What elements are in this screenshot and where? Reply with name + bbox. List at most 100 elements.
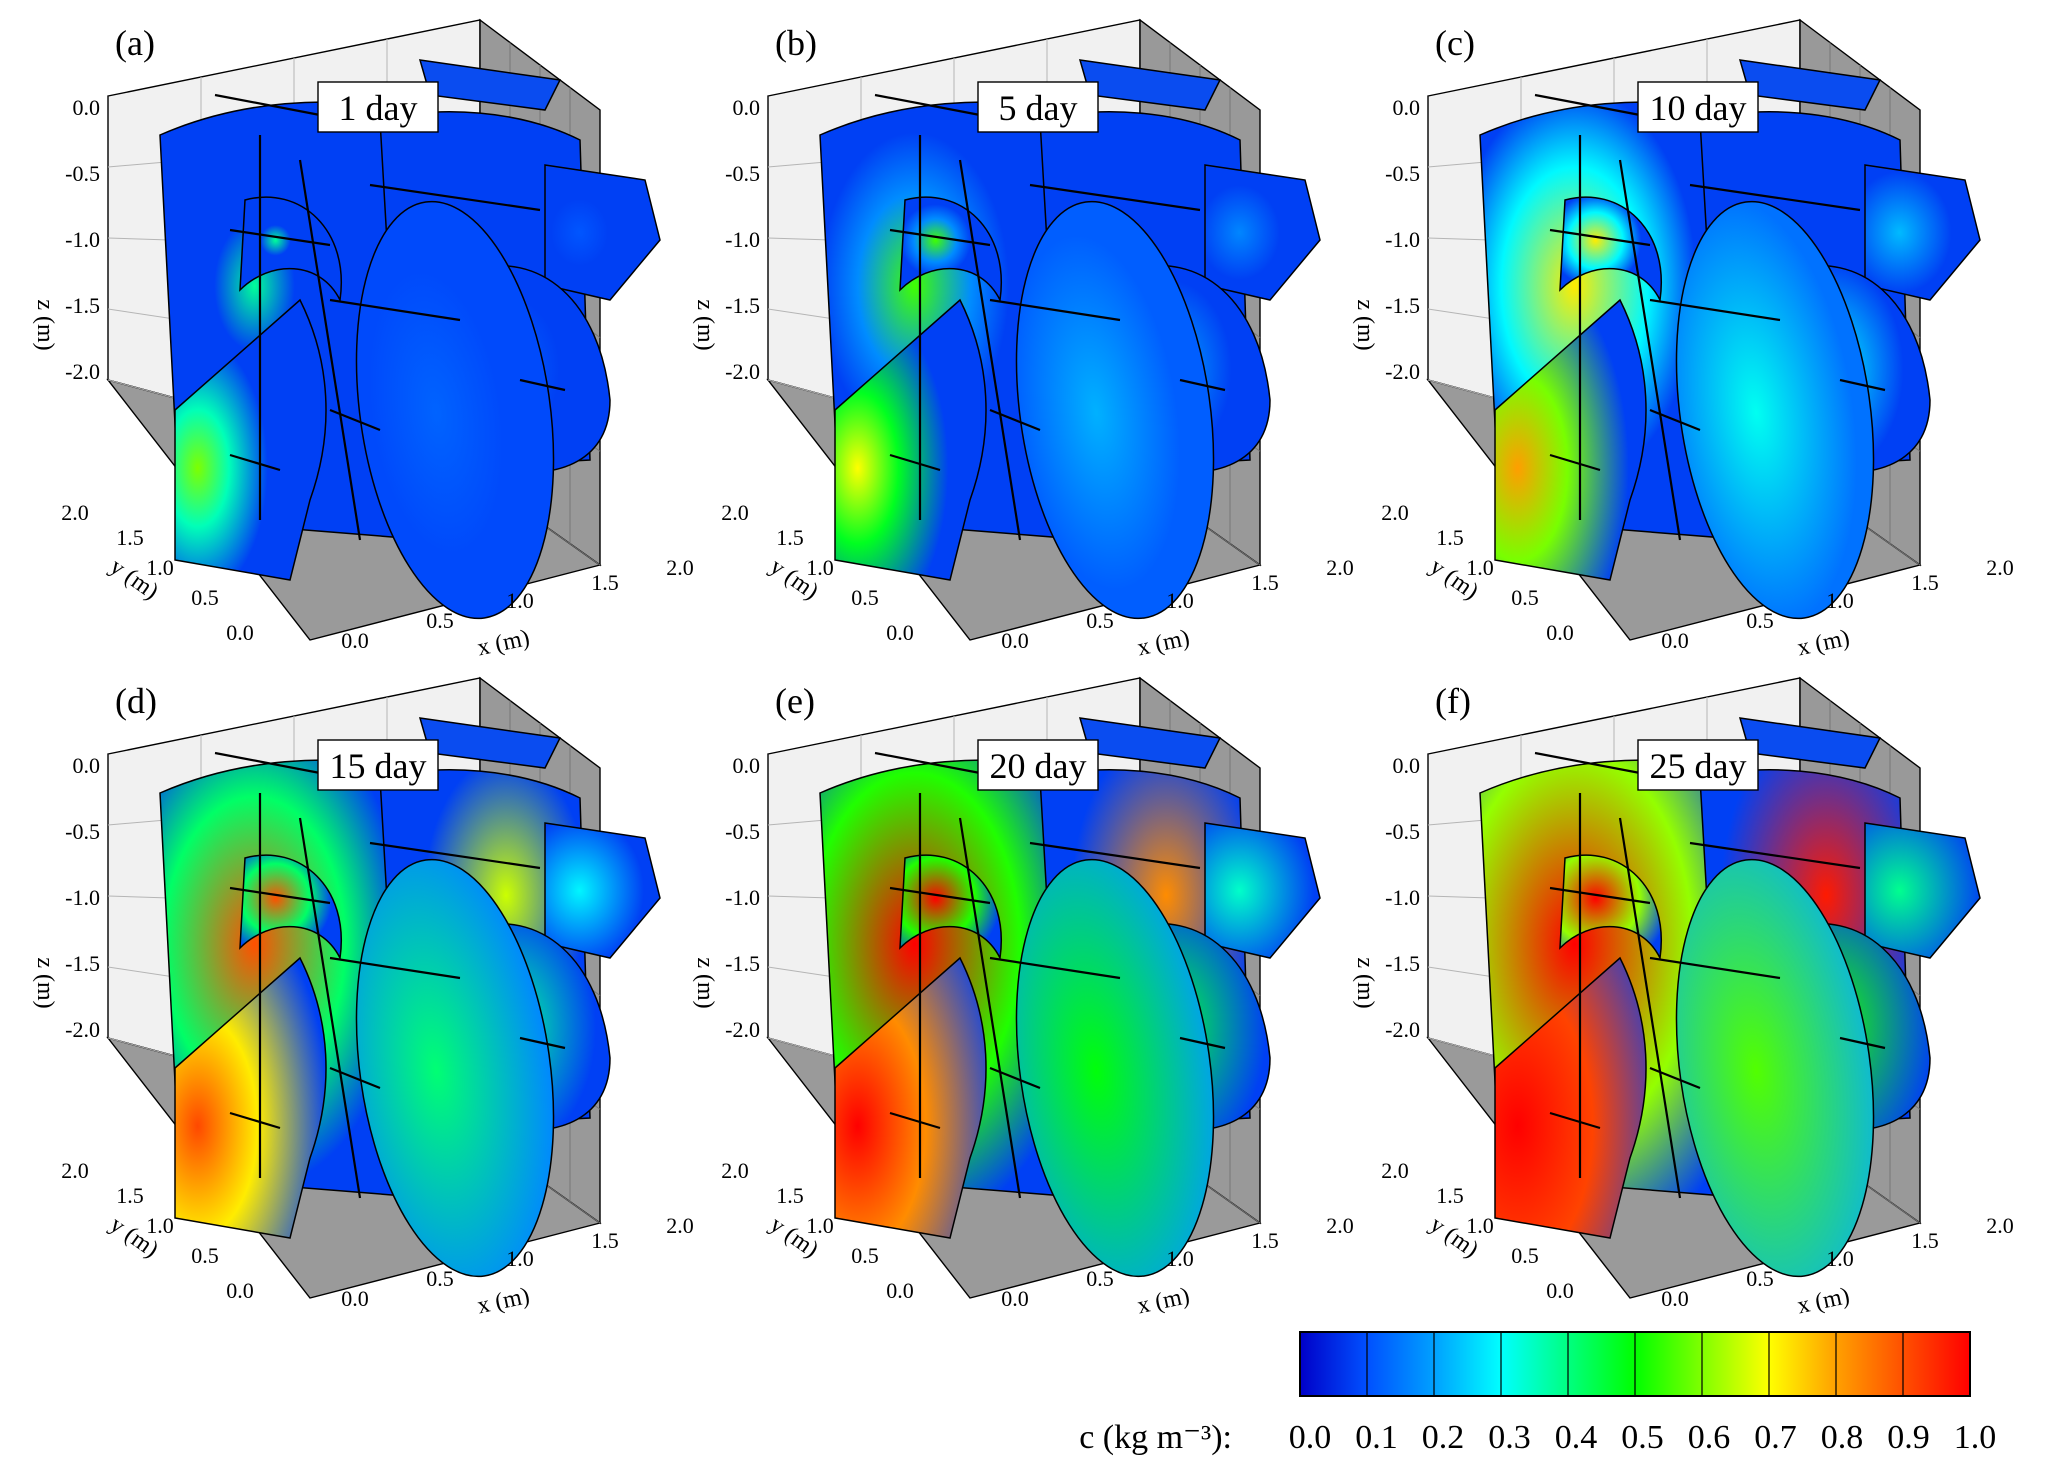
x-tick-label: 2.0 — [666, 555, 694, 580]
fracture-trace — [1649, 1066, 1701, 1090]
time-label-box — [977, 81, 1099, 133]
fracture-trace — [519, 1036, 566, 1050]
fracture-trace — [229, 453, 281, 472]
colorbar: 0.0 0.1 0.2 0.3 0.4 0.5 0.6 0.7 0.8 0.9 1.0 c (kg m… — [1079, 1331, 1996, 1456]
y-tick-label: 0.5 — [1511, 1243, 1539, 1268]
panel-letter: (c) — [1435, 23, 1475, 63]
z-axis-title: z (m) — [1352, 299, 1378, 350]
fracture-plane — [239, 854, 342, 961]
colorbar-tick-label: 0.9 — [1887, 1419, 1930, 1456]
panel-c: 0.0-0.5-1.0-1.5-2.0z (m)2.01.51.00.50.0y… — [1352, 18, 2014, 661]
y-tick-label: 2.0 — [721, 500, 749, 525]
y-tick-label: 1.0 — [1466, 555, 1494, 580]
colorbar-tick-label: 0.0 — [1289, 1419, 1332, 1456]
x-axis-title: x (m) — [1795, 1283, 1852, 1319]
fracture-trace — [1029, 841, 1201, 870]
x-tick-label: 0.5 — [1086, 1266, 1114, 1291]
fracture-plane — [1559, 854, 1662, 961]
z-tick-label: -0.5 — [65, 161, 100, 186]
y-tick-label: 0.5 — [191, 585, 219, 610]
time-label-box — [317, 81, 439, 133]
panel-letter: (f) — [1435, 681, 1471, 721]
y-tick-label: 2.0 — [1381, 1158, 1409, 1183]
fracture-trace — [1029, 183, 1201, 212]
x-tick-label: 1.5 — [591, 1228, 619, 1253]
z-tick-label: -1.5 — [725, 293, 760, 318]
y-tick-label: 0.0 — [886, 1278, 914, 1303]
x-axis-title: x (m) — [1135, 625, 1192, 661]
x-axis-title: x (m) — [475, 625, 532, 661]
y-tick-label: 0.0 — [1546, 1278, 1574, 1303]
fracture-trace — [874, 93, 981, 117]
x-tick-label: 2.0 — [1326, 555, 1354, 580]
z-tick-label: -2.0 — [725, 1017, 760, 1042]
y-tick-label: 0.5 — [191, 1243, 219, 1268]
z-tick-label: -0.5 — [1385, 161, 1420, 186]
y-tick-label: 0.0 — [226, 1278, 254, 1303]
colorbar-tick-label: 0.1 — [1355, 1419, 1398, 1456]
fracture-trace — [1179, 1036, 1226, 1050]
fracture-trace — [1839, 1036, 1886, 1050]
fracture-trace — [958, 159, 1022, 541]
fracture-trace — [989, 1066, 1041, 1090]
x-tick-label: 1.0 — [1826, 1246, 1854, 1271]
colorbar-tick-label: 0.3 — [1488, 1419, 1531, 1456]
y-tick-label: 1.0 — [146, 555, 174, 580]
z-tick-label: -1.0 — [1385, 227, 1420, 252]
x-tick-label: 1.5 — [1911, 1228, 1939, 1253]
fracture-trace — [1689, 183, 1861, 212]
fracture-trace — [369, 841, 541, 870]
x-tick-label: 1.0 — [506, 1246, 534, 1271]
panel-a: 0.0-0.5-1.0-1.5-2.0z (m)2.01.51.00.50.0y… — [32, 18, 694, 661]
fracture-trace — [1618, 817, 1682, 1199]
z-tick-label: 0.0 — [1393, 95, 1421, 120]
z-tick-label: 0.0 — [733, 95, 761, 120]
fracture-plane — [239, 196, 342, 303]
x-tick-label: 1.5 — [1911, 570, 1939, 595]
fracture-trace — [989, 956, 1121, 980]
fracture-plane — [1864, 822, 1981, 959]
x-tick-label: 2.0 — [1326, 1213, 1354, 1238]
fracture-trace — [329, 1066, 381, 1090]
z-tick-label: -1.0 — [65, 885, 100, 910]
x-tick-label: 1.5 — [1251, 1228, 1279, 1253]
panel-e: 0.0-0.5-1.0-1.5-2.0z (m)2.01.51.00.50.0y… — [692, 676, 1354, 1319]
z-axis-title: z (m) — [1352, 957, 1378, 1008]
fracture-trace — [1649, 956, 1781, 980]
x-tick-label: 0.5 — [1086, 608, 1114, 633]
fracture-plane — [899, 196, 1002, 303]
y-tick-label: 1.0 — [1466, 1213, 1494, 1238]
time-label-box — [977, 739, 1099, 791]
z-axis-title: z (m) — [692, 957, 718, 1008]
z-tick-label: -2.0 — [65, 359, 100, 384]
y-tick-label: 0.5 — [1511, 585, 1539, 610]
y-tick-label: 1.5 — [116, 1183, 144, 1208]
x-tick-label: 0.0 — [341, 1286, 369, 1311]
y-tick-label: 1.0 — [806, 1213, 834, 1238]
x-tick-label: 1.0 — [506, 588, 534, 613]
y-tick-label: 0.0 — [226, 620, 254, 645]
z-tick-label: -1.0 — [65, 227, 100, 252]
y-tick-label: 1.5 — [1436, 525, 1464, 550]
fracture-plane — [1204, 164, 1321, 301]
colorbar-tick-label: 0.4 — [1555, 1419, 1598, 1456]
x-tick-label: 1.5 — [591, 570, 619, 595]
z-tick-label: -1.0 — [1385, 885, 1420, 910]
x-tick-label: 2.0 — [1986, 1213, 2014, 1238]
x-tick-label: 0.0 — [341, 628, 369, 653]
y-tick-label: 2.0 — [61, 1158, 89, 1183]
panel-letter: (a) — [115, 23, 155, 63]
fracture-plane — [1494, 298, 1647, 581]
time-label: 15 day — [330, 746, 427, 786]
fracture-plane — [174, 298, 327, 581]
x-tick-label: 0.5 — [426, 1266, 454, 1291]
panel-d: 0.0-0.5-1.0-1.5-2.0z (m)2.01.51.00.50.0y… — [32, 676, 694, 1319]
x-tick-label: 0.0 — [1661, 1286, 1689, 1311]
fracture-trace — [329, 298, 461, 322]
fracture-trace — [519, 378, 566, 392]
z-tick-label: -2.0 — [725, 359, 760, 384]
fracture-trace — [329, 956, 461, 980]
fracture-trace — [298, 817, 362, 1199]
colorbar-tick-label: 0.2 — [1422, 1419, 1465, 1456]
